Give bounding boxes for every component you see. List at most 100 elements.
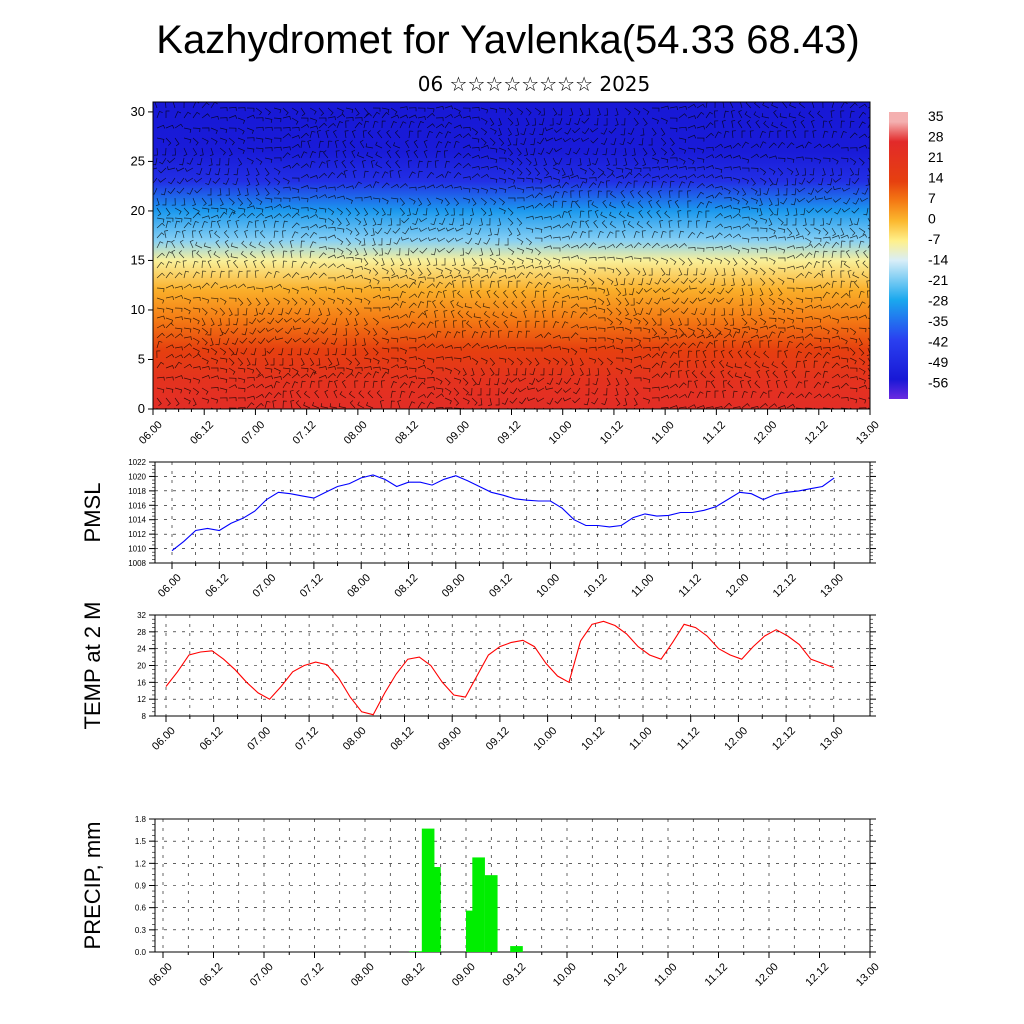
wind-barb bbox=[477, 388, 482, 396]
colorbar-label: 28 bbox=[928, 129, 944, 145]
wind-barb bbox=[698, 277, 707, 284]
wind-barb bbox=[417, 381, 426, 389]
wind-barb bbox=[696, 405, 706, 409]
wind-barb bbox=[174, 294, 184, 299]
wind-barb bbox=[653, 287, 662, 294]
wind-barb bbox=[731, 267, 736, 277]
wind-barb bbox=[387, 207, 392, 216]
wind-barb bbox=[795, 227, 800, 237]
wind-barb bbox=[777, 277, 785, 285]
wind-barb bbox=[533, 157, 538, 167]
wind-barb bbox=[581, 127, 590, 135]
wind-barb bbox=[777, 141, 786, 149]
wind-barb bbox=[795, 297, 804, 304]
wind-barb bbox=[154, 102, 158, 109]
y-tick-label: 5 bbox=[138, 351, 145, 366]
wind-barb bbox=[669, 257, 677, 265]
wind-barb bbox=[615, 181, 623, 189]
wind-barb bbox=[282, 115, 291, 120]
wind-barb bbox=[858, 367, 866, 375]
precip-bar bbox=[409, 951, 422, 952]
wind-barb bbox=[543, 234, 553, 239]
wind-barb bbox=[255, 147, 264, 153]
wind-barb bbox=[849, 132, 858, 139]
wind-barb bbox=[483, 310, 491, 319]
wind-barb bbox=[531, 299, 536, 309]
wind-barb bbox=[210, 220, 216, 229]
wind-barb bbox=[580, 307, 588, 312]
wind-barb bbox=[621, 199, 626, 209]
wind-barb bbox=[479, 217, 483, 226]
wind-barb bbox=[526, 347, 534, 352]
wind-barb bbox=[324, 347, 329, 356]
wind-barb bbox=[707, 287, 716, 294]
wind-barb bbox=[219, 147, 226, 156]
wind-barb bbox=[279, 357, 284, 366]
wind-barb bbox=[756, 369, 761, 379]
wind-barb bbox=[789, 102, 797, 109]
wind-barb bbox=[216, 219, 221, 229]
wind-barb bbox=[722, 102, 725, 109]
wind-barb bbox=[282, 205, 292, 210]
wind-barb bbox=[552, 200, 558, 209]
wind-barb bbox=[184, 167, 194, 172]
wind-barb bbox=[324, 389, 329, 399]
wind-barb bbox=[830, 110, 835, 119]
wind-barb bbox=[543, 357, 551, 365]
wind-barb bbox=[408, 160, 412, 169]
wind-barb bbox=[341, 347, 347, 356]
wind-barb bbox=[772, 177, 779, 186]
wind-barb bbox=[156, 261, 165, 269]
wind-barb bbox=[210, 214, 220, 219]
wind-barb bbox=[714, 213, 723, 219]
wind-barb bbox=[758, 207, 763, 217]
wind-barb bbox=[534, 227, 543, 233]
wind-barb bbox=[417, 276, 426, 281]
wind-barb bbox=[488, 227, 492, 236]
wind-barb bbox=[570, 367, 575, 377]
wind-barb bbox=[768, 207, 774, 216]
wind-barb bbox=[489, 357, 496, 366]
wind-barb bbox=[318, 297, 326, 305]
wind-barb bbox=[418, 237, 428, 242]
wind-barb bbox=[572, 397, 581, 404]
wind-barb bbox=[485, 377, 491, 386]
wind-barb bbox=[408, 186, 417, 191]
wind-barb bbox=[471, 257, 477, 266]
wind-barb bbox=[174, 285, 184, 290]
wind-barb bbox=[821, 167, 826, 177]
wind-barb bbox=[201, 207, 210, 213]
wind-barb bbox=[165, 110, 170, 118]
wind-barb bbox=[426, 171, 435, 179]
wind-barb bbox=[614, 107, 619, 117]
wind-barb bbox=[669, 383, 678, 389]
wind-barb bbox=[714, 223, 723, 229]
wind-barb bbox=[660, 173, 670, 179]
wind-barb bbox=[516, 272, 525, 279]
wind-barb bbox=[291, 127, 300, 131]
wind-barb bbox=[444, 367, 452, 374]
wind-barb bbox=[494, 227, 500, 236]
wind-barb bbox=[345, 357, 353, 366]
wind-barb bbox=[372, 366, 381, 371]
wind-barb bbox=[687, 124, 697, 129]
wind-barb bbox=[264, 205, 273, 210]
wind-barb bbox=[444, 274, 454, 279]
wind-barb bbox=[246, 114, 256, 119]
wind-barb bbox=[375, 151, 383, 159]
wind-barb bbox=[159, 157, 167, 165]
wind-barb bbox=[219, 285, 229, 290]
wind-barb bbox=[654, 297, 662, 305]
wind-barb bbox=[610, 137, 617, 146]
wind-barb bbox=[210, 297, 219, 303]
wind-barb bbox=[678, 370, 683, 379]
wind-barb bbox=[237, 147, 245, 155]
wind-barb bbox=[372, 307, 381, 312]
wind-barb bbox=[642, 157, 647, 167]
wind-barb bbox=[471, 342, 480, 349]
wind-barb bbox=[543, 265, 553, 270]
wind-barb bbox=[462, 342, 471, 349]
wind-barb bbox=[228, 197, 235, 206]
wind-barb bbox=[230, 327, 239, 334]
wind-barb bbox=[845, 249, 851, 259]
